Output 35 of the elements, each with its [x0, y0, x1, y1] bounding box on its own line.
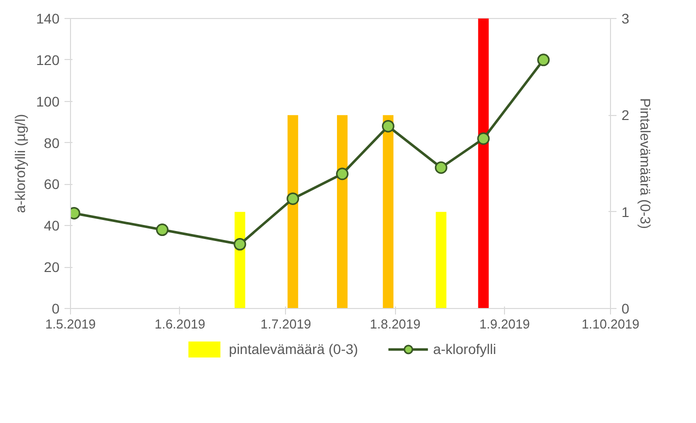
- y2-tick-label: 1: [622, 204, 630, 220]
- point: [434, 161, 448, 174]
- bar: [382, 115, 394, 308]
- y-tick-label: 140: [36, 10, 60, 26]
- y-tick-label: 20: [44, 259, 60, 276]
- x-tick-label: 1.5.2019: [45, 316, 96, 332]
- y-tick-label: 80: [44, 134, 60, 151]
- point: [382, 120, 394, 132]
- point: [336, 168, 349, 180]
- legend-label: pintalevämäärä (0-3): [228, 341, 358, 357]
- bar: [288, 115, 298, 308]
- y2-axis-title: Pintalevämäärä (0-3): [637, 98, 654, 229]
- y-tick-label: 40: [44, 218, 60, 234]
- bar: [478, 18, 489, 308]
- y-tick-label: 0: [52, 300, 60, 316]
- y-tick-label: 60: [44, 176, 60, 192]
- y-tick-label: 100: [36, 93, 60, 110]
- bar: [336, 115, 348, 308]
- x-tick-label: 1.8.2019: [370, 316, 421, 332]
- point: [537, 54, 550, 66]
- x-tick-label: 1.10.2019: [582, 316, 640, 332]
- x-tick-label: 1.9.2019: [479, 316, 530, 332]
- y2-tick-label: 3: [622, 10, 630, 26]
- point: [156, 224, 169, 236]
- x-tick-label: 1.7.2019: [260, 316, 312, 332]
- legend-label: a-klorofylli: [433, 341, 496, 357]
- y2-tick-label: 2: [622, 107, 630, 124]
- point: [234, 238, 246, 251]
- point: [286, 192, 300, 205]
- y-axis-title: a-klorofylli (µg/l): [12, 114, 28, 214]
- y-tick-label: 120: [36, 52, 60, 68]
- bar: [436, 212, 446, 308]
- y2-tick-label: 0: [622, 300, 630, 316]
- point: [477, 132, 490, 145]
- x-tick-label: 1.6.2019: [154, 316, 206, 332]
